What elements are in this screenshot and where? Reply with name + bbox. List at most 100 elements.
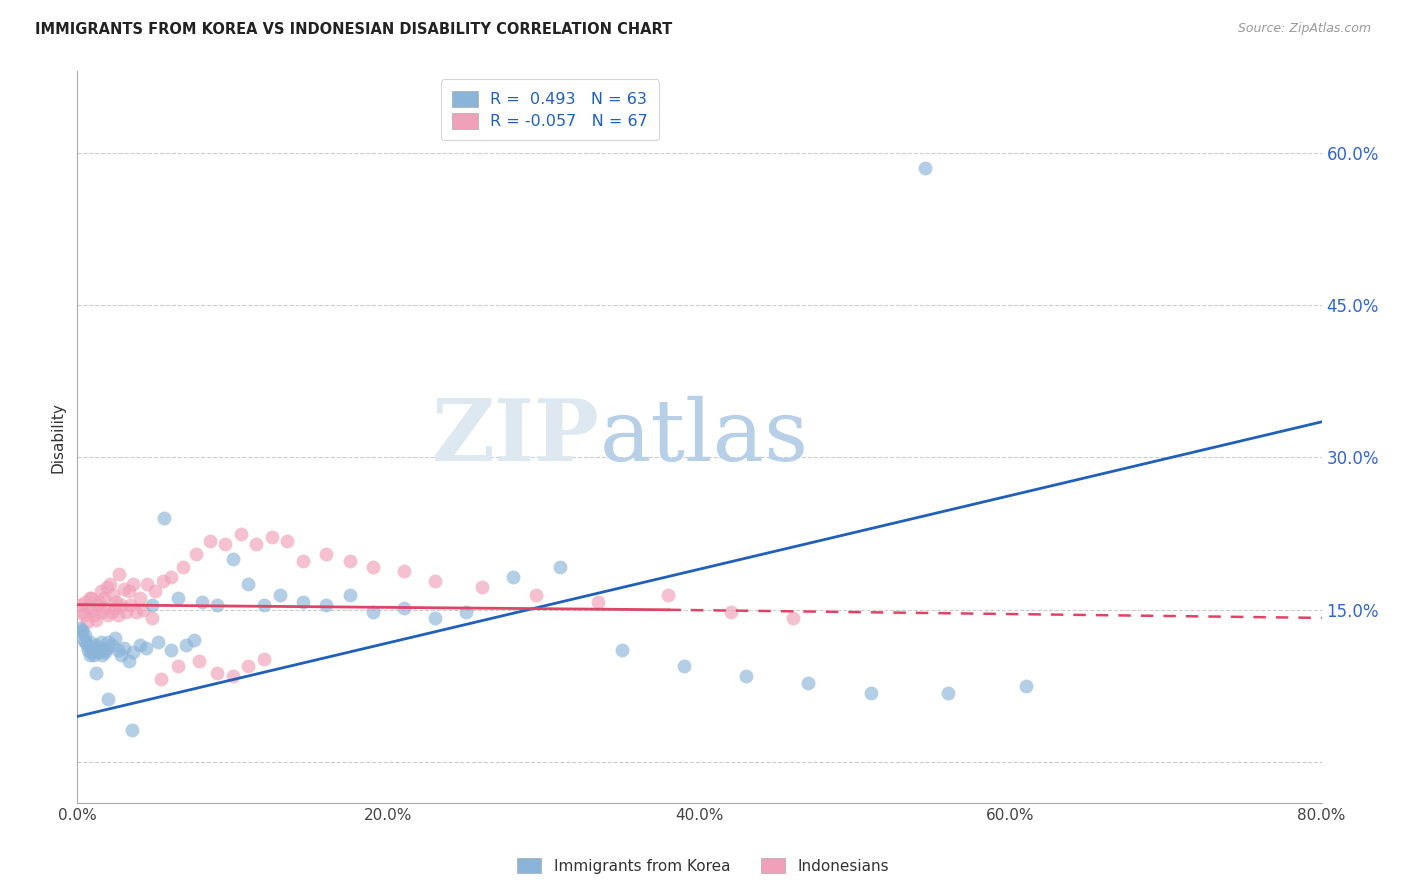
Point: [735, 669, 758, 683]
Point: [291, 554, 314, 568]
Point: [315, 598, 337, 612]
Point: [72, 607, 94, 622]
Point: [167, 591, 190, 605]
Point: [720, 605, 742, 619]
Point: [100, 638, 122, 652]
Point: [118, 654, 141, 668]
Point: [76, 615, 98, 629]
Point: [87, 641, 110, 656]
Point: [80, 645, 103, 659]
Point: [121, 723, 143, 737]
Point: [657, 588, 679, 602]
Point: [291, 595, 314, 609]
Point: [361, 605, 384, 619]
Point: [75, 635, 97, 649]
Text: atlas: atlas: [600, 395, 808, 479]
Point: [110, 648, 132, 663]
Point: [120, 598, 142, 612]
Point: [70, 623, 93, 637]
Point: [135, 641, 157, 656]
Point: [86, 645, 108, 659]
Point: [524, 588, 547, 602]
Point: [938, 686, 960, 700]
Point: [94, 600, 117, 615]
Point: [141, 611, 163, 625]
Point: [153, 511, 176, 525]
Point: [782, 611, 804, 625]
Text: Source: ZipAtlas.com: Source: ZipAtlas.com: [1237, 22, 1371, 36]
Point: [136, 577, 159, 591]
Point: [114, 605, 136, 619]
Point: [93, 591, 115, 605]
Point: [131, 603, 153, 617]
Point: [96, 641, 118, 656]
Point: [82, 603, 104, 617]
Point: [97, 692, 120, 706]
Point: [83, 648, 105, 663]
Point: [456, 605, 478, 619]
Point: [101, 588, 124, 602]
Point: [172, 560, 194, 574]
Point: [222, 552, 245, 566]
Point: [361, 560, 384, 574]
Point: [207, 665, 229, 680]
Point: [112, 582, 135, 597]
Point: [96, 581, 118, 595]
Point: [77, 600, 100, 615]
Legend: Immigrants from Korea, Indonesians: Immigrants from Korea, Indonesians: [510, 852, 896, 880]
Y-axis label: Disability: Disability: [51, 401, 66, 473]
Point: [105, 595, 128, 609]
Point: [238, 658, 260, 673]
Point: [128, 638, 150, 652]
Point: [100, 605, 122, 619]
Point: [107, 607, 129, 622]
Point: [222, 669, 245, 683]
Point: [174, 638, 197, 652]
Point: [108, 567, 131, 582]
Point: [87, 595, 110, 609]
Point: [339, 588, 361, 602]
Point: [392, 564, 415, 578]
Point: [253, 598, 276, 612]
Point: [184, 547, 207, 561]
Point: [159, 570, 181, 584]
Point: [79, 591, 101, 605]
Point: [82, 641, 104, 656]
Point: [122, 577, 145, 591]
Point: [502, 570, 524, 584]
Point: [198, 533, 221, 548]
Point: [159, 643, 181, 657]
Point: [238, 577, 260, 591]
Point: [152, 574, 174, 589]
Point: [859, 686, 882, 700]
Point: [118, 584, 141, 599]
Point: [97, 607, 120, 622]
Point: [141, 598, 163, 612]
Point: [672, 658, 695, 673]
Point: [84, 638, 107, 652]
Point: [107, 643, 129, 657]
Point: [104, 600, 127, 615]
Point: [91, 648, 114, 663]
Point: [84, 665, 107, 680]
Point: [75, 628, 97, 642]
Point: [69, 598, 91, 612]
Point: [315, 547, 337, 561]
Point: [112, 641, 135, 656]
Point: [72, 633, 94, 648]
Point: [80, 591, 103, 605]
Point: [245, 537, 267, 551]
Point: [84, 613, 107, 627]
Point: [148, 635, 170, 649]
Point: [79, 648, 101, 663]
Point: [423, 611, 446, 625]
Point: [143, 584, 166, 599]
Point: [93, 643, 115, 657]
Point: [588, 595, 610, 609]
Point: [86, 598, 108, 612]
Point: [167, 658, 190, 673]
Point: [150, 672, 173, 686]
Point: [69, 621, 91, 635]
Point: [392, 600, 415, 615]
Point: [253, 651, 276, 665]
